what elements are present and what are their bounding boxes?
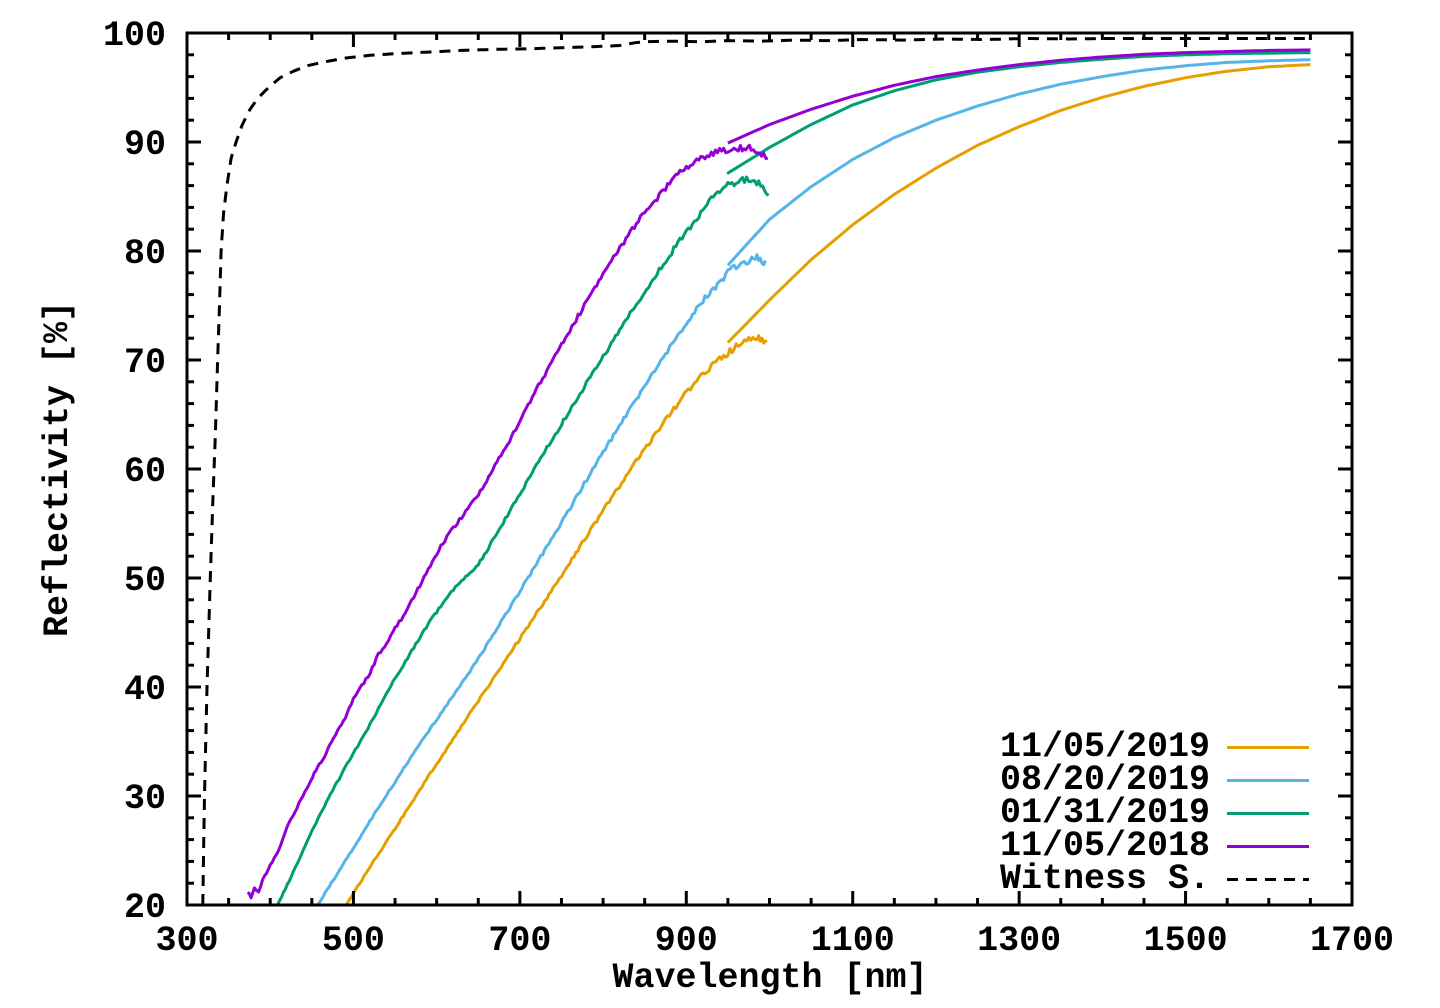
y-axis-title: Reflectivity [%] xyxy=(38,300,78,638)
legend-sample-line xyxy=(1227,812,1309,815)
series-11-05-2018-curve xyxy=(246,143,768,900)
legend-item-label: 11/05/2018 xyxy=(999,826,1210,866)
y-tick-label: 80 xyxy=(124,234,166,274)
y-tick-label: 20 xyxy=(124,888,166,928)
legend-sample-line xyxy=(1227,845,1309,848)
series-witness-s--curve xyxy=(201,37,1311,906)
x-tick-label: 1700 xyxy=(1310,921,1394,961)
series-08-20-2019-curve xyxy=(726,58,1311,267)
legend-item-label: Witness S. xyxy=(999,859,1210,899)
legend: 11/05/2019 08/20/2019 01/31/2019 11/05/2… xyxy=(999,727,1309,899)
legend-item-label: 08/20/2019 xyxy=(999,760,1210,800)
y-tick-label: 30 xyxy=(124,779,166,819)
x-tick-label: 1500 xyxy=(1144,921,1228,961)
x-tick-label: 700 xyxy=(488,921,551,961)
legend-item: 11/05/2019 xyxy=(999,727,1309,767)
legend-item: 01/31/2019 xyxy=(999,793,1309,833)
series-11-05-2018-curve xyxy=(727,48,1311,145)
x-tick-label: 300 xyxy=(155,921,218,961)
y-tick-label: 100 xyxy=(103,16,166,56)
legend-item: 08/20/2019 xyxy=(999,760,1309,800)
x-tick-label: 1100 xyxy=(811,921,895,961)
legend-item: Witness S. xyxy=(999,859,1309,899)
x-tick-label: 1300 xyxy=(977,921,1061,961)
y-tick-label: 70 xyxy=(124,343,166,383)
series-01-31-2019-curve xyxy=(726,51,1311,175)
x-tick-label: 500 xyxy=(322,921,385,961)
plot-frame xyxy=(185,31,1354,907)
series-11-05-2019-curve xyxy=(344,334,768,906)
legend-item: 11/05/2018 xyxy=(999,826,1309,866)
x-axis-title: Wavelength [nm] xyxy=(612,958,928,998)
legend-sample-line xyxy=(1227,746,1309,749)
series-01-31-2019-curve xyxy=(276,175,770,906)
legend-sample-line xyxy=(1227,779,1309,782)
x-tick-label: 900 xyxy=(655,921,718,961)
y-tick-label: 40 xyxy=(124,670,166,710)
y-tick-label: 90 xyxy=(124,125,166,165)
series-08-20-2019-curve xyxy=(316,253,767,906)
series-11-05-2019-curve xyxy=(726,63,1311,344)
legend-item-label: 01/31/2019 xyxy=(999,793,1210,833)
legend-sample-line xyxy=(1227,878,1309,881)
y-tick-label: 60 xyxy=(124,452,166,492)
legend-item-label: 11/05/2019 xyxy=(999,727,1210,767)
y-tick-label: 50 xyxy=(124,561,166,601)
